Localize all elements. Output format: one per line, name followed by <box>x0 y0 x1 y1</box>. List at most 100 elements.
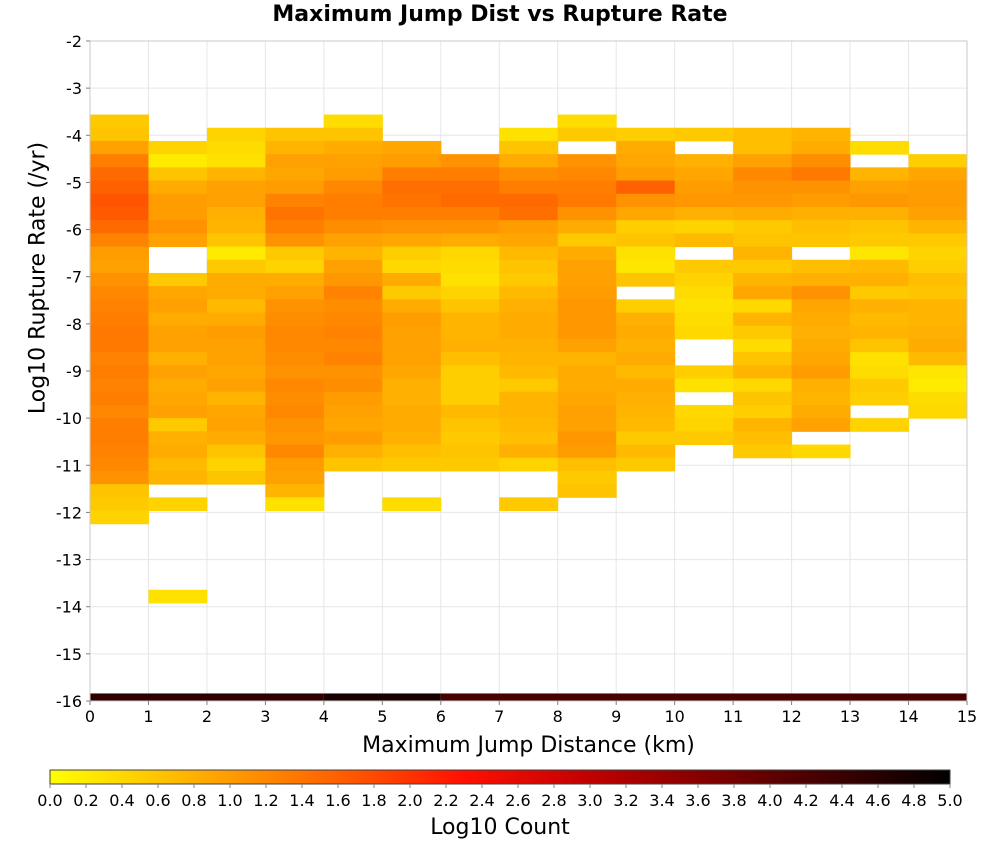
colorbar-tick-label: 1.8 <box>361 791 386 810</box>
heatmap-cell <box>90 365 149 380</box>
heatmap-cell <box>616 193 676 208</box>
heatmap-cell <box>90 470 149 485</box>
heatmap-cell <box>382 325 442 340</box>
heatmap-cell <box>90 233 149 248</box>
heatmap-cell <box>616 127 676 142</box>
y-tick-label: -7 <box>66 268 82 287</box>
colorbar <box>49 769 951 785</box>
heatmap-cell <box>440 352 500 366</box>
x-tick-label: 14 <box>898 707 918 726</box>
heatmap-cell <box>557 272 617 287</box>
heatmap-cell <box>733 206 793 221</box>
heatmap-cell <box>616 206 676 221</box>
heatmap-cell <box>733 378 793 393</box>
y-tick-label: -8 <box>66 315 82 334</box>
heatmap-cell <box>382 391 442 406</box>
heatmap-cell <box>733 127 793 142</box>
colorbar-tick-label: 4.4 <box>829 791 854 810</box>
heatmap-cell <box>440 299 500 314</box>
heatmap-cell <box>148 338 208 353</box>
heatmap-cell <box>908 220 968 234</box>
heatmap-cell <box>90 338 149 353</box>
heatmap-cell <box>382 140 442 155</box>
heatmap-cell <box>148 220 208 234</box>
x-tick-label: 13 <box>840 707 860 726</box>
heatmap-cell <box>440 457 500 472</box>
heatmap-cell <box>557 431 617 446</box>
heatmap-cell <box>557 404 617 419</box>
heatmap-cell <box>850 391 910 406</box>
x-tick-label: 8 <box>553 707 563 726</box>
heatmap-cell <box>382 312 442 327</box>
heatmap-cell <box>265 497 325 512</box>
heatmap-cell <box>265 233 325 248</box>
heatmap-cell <box>616 365 676 380</box>
heatmap-cell <box>206 431 266 446</box>
heatmap-cell <box>499 233 559 248</box>
y-axis-ticks: -2 -3 -4 -5 -6 -7 -8 -9 -10 -11 -12 -13 -14 -15 -16 <box>56 32 90 711</box>
y-tick-label: -9 <box>66 362 82 381</box>
heatmap-cell <box>440 365 500 380</box>
heatmap-cell <box>90 391 149 406</box>
heatmap-cell <box>265 272 325 287</box>
heatmap-cell <box>908 325 968 340</box>
heatmap-cell <box>382 286 442 300</box>
heatmap-cell <box>616 352 676 366</box>
heatmap-cell <box>440 444 500 459</box>
heatmap-cell <box>557 391 617 406</box>
heatmap-cell <box>90 378 149 393</box>
chart-title: Maximum Jump Dist vs Rupture Rate <box>272 2 728 27</box>
heatmap-cell <box>499 338 559 353</box>
heatmap-cell <box>148 206 208 221</box>
heatmap-cell <box>90 299 149 314</box>
heatmap-cell <box>850 312 910 327</box>
colorbar-tick-label: 2.2 <box>433 791 458 810</box>
heatmap-cell <box>557 312 617 327</box>
heatmap-cell <box>674 325 734 340</box>
heatmap-cell <box>90 497 149 512</box>
heatmap-cell <box>499 312 559 327</box>
heatmap-cell <box>908 338 968 353</box>
heatmap-cell <box>206 259 266 274</box>
colorbar-tick-label: 1.6 <box>325 791 350 810</box>
heatmap-cell <box>148 154 208 168</box>
heatmap-cell <box>674 312 734 327</box>
x-axis-label: Maximum Jump Distance (km) <box>362 733 695 758</box>
heatmap-cell <box>499 378 559 393</box>
colorbar-tick-label: 1.0 <box>217 791 242 810</box>
heatmap-cell <box>850 365 910 380</box>
heatmap-cell <box>440 154 500 168</box>
heatmap-cell <box>499 299 559 314</box>
heatmap-cell <box>382 193 442 208</box>
heatmap-cell <box>733 154 793 168</box>
y-tick-label: -13 <box>56 551 82 570</box>
heatmap-cell <box>791 378 851 393</box>
heatmap-cell <box>323 378 383 393</box>
heatmap-cell <box>791 220 851 234</box>
heatmap-cell <box>323 206 383 221</box>
heatmap-cell <box>557 114 617 129</box>
heatmap-cell <box>206 180 266 195</box>
heatmap-cell <box>850 220 910 234</box>
heatmap-cell <box>850 272 910 287</box>
heatmap-cell <box>791 140 851 155</box>
heatmap-cell <box>440 272 500 287</box>
heatmap-cell <box>382 299 442 314</box>
heatmap-cell <box>616 404 676 419</box>
heatmap-cell <box>440 246 500 261</box>
heatmap-cell <box>557 457 617 472</box>
heatmap-cell <box>791 352 851 366</box>
heatmap-cell <box>206 206 266 221</box>
heatmap-cell <box>148 286 208 300</box>
heatmap-cell <box>440 338 500 353</box>
heatmap-cell <box>265 127 325 142</box>
heatmap-cell <box>791 206 851 221</box>
colorbar-tick-label: 2.0 <box>397 791 422 810</box>
heatmap-cell <box>733 246 793 261</box>
heatmap-cell <box>616 259 676 274</box>
heatmap-cell <box>382 180 442 195</box>
x-tick-label: 5 <box>377 707 387 726</box>
heatmap-cell <box>616 180 676 195</box>
heatmap-cell <box>674 272 734 287</box>
heatmap-cell <box>908 206 968 221</box>
